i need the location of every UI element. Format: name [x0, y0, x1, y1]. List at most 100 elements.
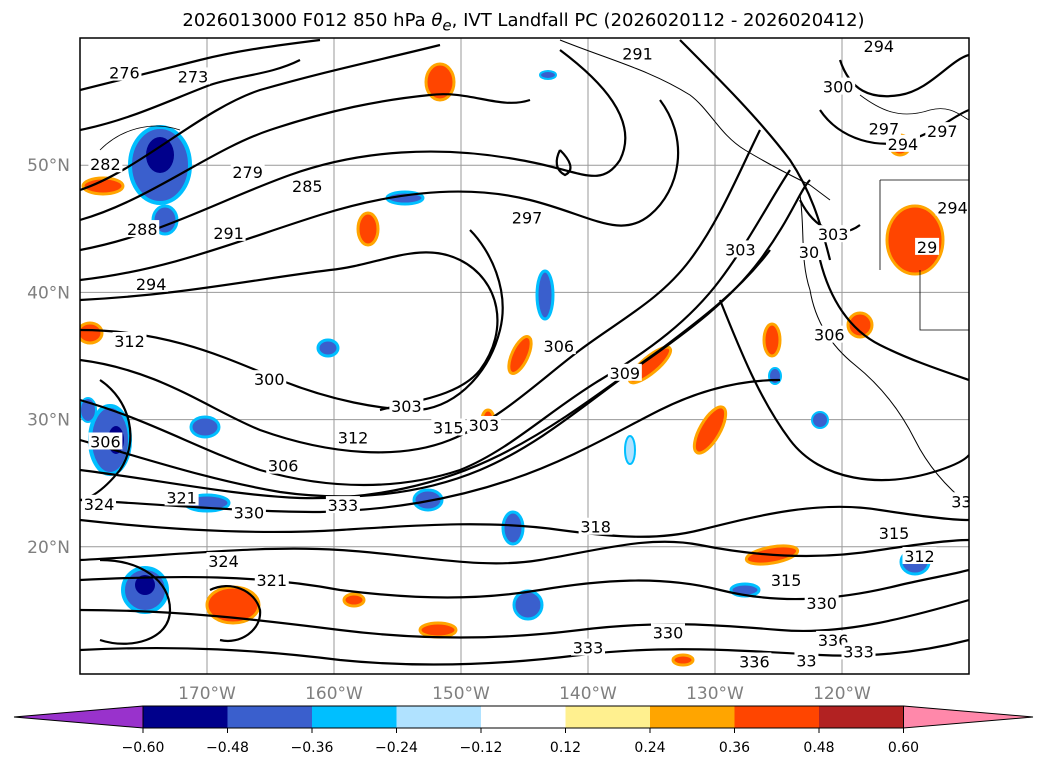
- contour-label-bg: [651, 623, 686, 641]
- theta-e-contours: [80, 38, 969, 666]
- contour-label-bg: [82, 494, 117, 512]
- shade-patch: [356, 211, 380, 247]
- contour-label-bg: [578, 517, 613, 535]
- contour-label: 321: [166, 488, 197, 507]
- contour-label-bg: [885, 134, 920, 152]
- contour-label-bg: [925, 122, 960, 140]
- contour-label-bg: [804, 594, 839, 612]
- title-theta-subscript: e: [442, 16, 452, 35]
- colorbar-tick-label: 0.12: [550, 740, 581, 756]
- contour-label-bg: [737, 652, 772, 670]
- contour-label-bg: [88, 155, 123, 173]
- contour-label-bg: [812, 325, 847, 343]
- colorbar-segment: [312, 706, 397, 728]
- contour-label-bg: [510, 208, 545, 226]
- contour-label-bg: [389, 396, 424, 414]
- contour-label-bg: [252, 370, 287, 388]
- contour-label: 303: [391, 397, 422, 416]
- shade-patch: [811, 411, 829, 429]
- title-suffix: , IVT Landfall PC (2026020112 - 20260204…: [451, 10, 865, 31]
- shade-patch: [146, 137, 174, 173]
- contour-label: 330: [653, 623, 684, 642]
- contour-label-bg: [88, 432, 123, 450]
- contour-label-bg: [794, 651, 819, 669]
- contour-label: 291: [622, 45, 653, 64]
- contour-label: 315: [433, 419, 464, 438]
- shade-patch: [135, 575, 155, 595]
- lon-tick-label: 170°W: [178, 684, 236, 704]
- contour-label: 29: [917, 238, 937, 257]
- contour-label-bg: [206, 552, 241, 570]
- coastline: [99, 39, 969, 506]
- lat-tick-label: 30°N: [27, 411, 70, 431]
- lon-tick-label: 120°W: [813, 684, 871, 704]
- contour-label: 300: [254, 370, 285, 389]
- colorbar-segment: [481, 706, 566, 728]
- shade-patch: [424, 62, 456, 102]
- lat-tick-label: 20°N: [27, 538, 70, 558]
- contour-label-bg: [620, 44, 655, 62]
- colorbar-tick-label: 0.24: [634, 740, 665, 756]
- shade-patch: [80, 321, 104, 345]
- contour-label-bg: [841, 642, 876, 660]
- contour-label-bg: [607, 363, 642, 381]
- contour-label: 279: [232, 163, 263, 182]
- shade-patch: [189, 415, 221, 439]
- lon-tick-label: 130°W: [686, 684, 744, 704]
- contour-label: 303: [725, 240, 756, 259]
- chart-title: 2026013000 F012 850 hPa θe, IVT Landfall…: [0, 10, 1047, 35]
- longitude-labels: 170°W 160°W 150°W 140°W 130°W 120°W: [178, 684, 871, 704]
- colorbar-segment: [396, 706, 482, 728]
- colorbar-segment: [819, 706, 904, 728]
- contour-label: 285: [292, 177, 323, 196]
- contour-label-bg: [769, 571, 804, 589]
- contour-label: 333: [573, 639, 604, 658]
- colorbar: −0.60 −0.48 −0.36 −0.24 −0.12 0.12 0.24 0.36 0.4…: [13, 705, 1034, 756]
- contour-label: 300: [823, 78, 854, 97]
- contour-label: 33: [951, 492, 971, 511]
- contour-label-bg: [915, 237, 940, 255]
- contour-label: 306: [268, 457, 299, 476]
- contour-label: 306: [814, 326, 845, 345]
- contour-label: 318: [580, 518, 611, 537]
- contour-label: 303: [469, 416, 500, 435]
- colorbar-tick-label: 0.48: [803, 740, 834, 756]
- contour-label: 315: [771, 571, 802, 590]
- contour-label: 336: [739, 653, 770, 672]
- contour-label: 273: [178, 67, 209, 86]
- contour-label: 324: [208, 552, 239, 571]
- contour-label: 309: [610, 364, 641, 383]
- contour-label: 330: [806, 594, 837, 613]
- shade-patch: [316, 338, 340, 358]
- shade-patch: [535, 269, 555, 321]
- colorbar-segment: [734, 706, 820, 728]
- shade-patch: [624, 435, 636, 465]
- contour-label-bg: [902, 546, 937, 564]
- shade-patch: [539, 70, 557, 80]
- contour-label: 333: [328, 496, 359, 515]
- contour-label-bg: [211, 223, 246, 241]
- colorbar-segment: [143, 706, 228, 728]
- contour-label-bg: [266, 456, 301, 474]
- contour-label: 306: [544, 337, 575, 356]
- shade-patch: [81, 176, 125, 196]
- contour-label: 312: [114, 332, 145, 351]
- colorbar-tick-label: −0.24: [375, 740, 418, 756]
- colorbar-segment: [227, 706, 313, 728]
- contour-label-bg: [254, 571, 289, 589]
- contour-label-bg: [125, 220, 160, 238]
- contour-label-bg: [877, 524, 912, 542]
- contour-label-bg: [107, 63, 142, 81]
- shade-patch: [501, 510, 525, 546]
- contour-label: 297: [512, 209, 543, 228]
- contour-label: 294: [937, 198, 968, 217]
- contour-label: 312: [338, 429, 369, 448]
- contour-label-bg: [571, 638, 605, 656]
- contour-label: 330: [234, 504, 265, 523]
- contour-label: 282: [90, 155, 121, 174]
- colorbar-extend-min: [13, 705, 144, 729]
- contour-label-bg: [821, 77, 856, 95]
